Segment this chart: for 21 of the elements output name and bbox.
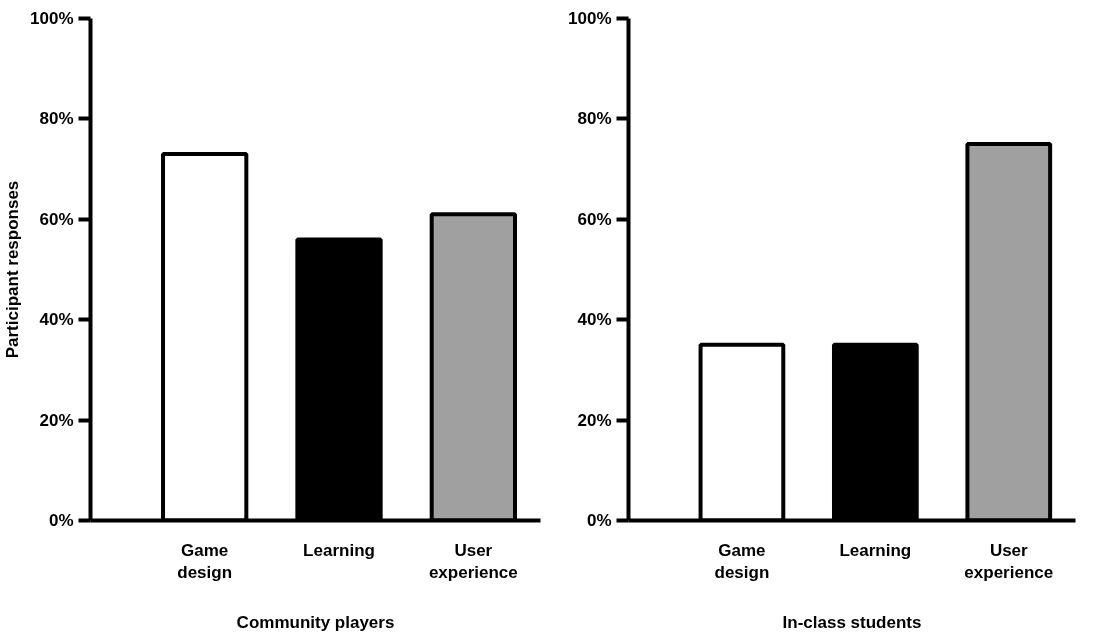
y-tick-label: 40% xyxy=(577,310,612,330)
y-tick-label: 60% xyxy=(39,209,74,229)
x-tick-label: Game design xyxy=(714,540,770,583)
x-tick-label: Game design xyxy=(177,540,233,583)
x-tick-label: Learning xyxy=(303,540,375,560)
y-tick-label: 40% xyxy=(39,310,74,330)
y-tick-label: 0% xyxy=(48,511,74,530)
y-tick-label: 100% xyxy=(568,9,612,28)
y-axis-title: Participant responses xyxy=(3,180,23,359)
y-tick-label: 80% xyxy=(39,109,74,129)
y-tick-label: 0% xyxy=(586,511,612,530)
x-tick-label: User experience xyxy=(964,540,1054,583)
y-tick-label: 20% xyxy=(577,410,612,430)
x-tick-label: Learning xyxy=(839,540,912,560)
y-tick-label: 80% xyxy=(577,109,612,129)
x-tick-label: User experience xyxy=(428,540,518,583)
y-tick-label: 60% xyxy=(577,209,612,229)
x-axis-title: Community players xyxy=(236,613,395,633)
y-tick-label: 20% xyxy=(39,410,74,430)
y-tick-label: 100% xyxy=(30,9,74,28)
x-axis-title: In-class students xyxy=(782,613,922,633)
